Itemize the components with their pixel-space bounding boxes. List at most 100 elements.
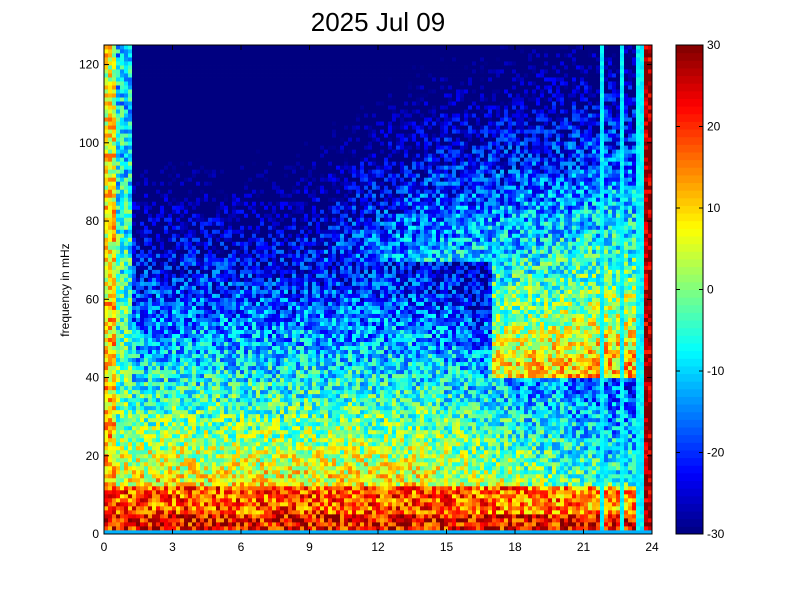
heatmap-cell [204,145,209,150]
heatmap-cell [180,53,185,58]
heatmap-cell [108,413,113,419]
heatmap-cell [128,309,133,314]
heatmap-cell [208,61,213,66]
heatmap-cell [248,245,253,250]
heatmap-cell [128,125,133,130]
heatmap-cell [188,253,193,258]
heatmap-cell [224,269,229,274]
heatmap-cell [144,105,149,110]
heatmap-cell [108,329,113,334]
heatmap-cell [164,457,169,463]
heatmap-cell [172,497,177,503]
heatmap-cell [260,237,265,242]
heatmap-cell [164,49,169,54]
heatmap-cell [244,65,249,70]
heatmap-cell [212,261,217,266]
heatmap-cell [156,233,161,238]
heatmap-cell [208,105,213,110]
heatmap-cell [208,365,213,371]
heatmap-cell [244,393,249,399]
heatmap-cell [216,137,221,142]
heatmap-cell [252,129,257,134]
heatmap-cell [108,377,113,383]
heatmap-cell [216,305,221,310]
heatmap-cell [136,481,141,487]
heatmap-cell [144,373,149,379]
heatmap-cell [152,377,157,383]
heatmap-cell [220,317,225,322]
heatmap-cell [116,501,121,507]
heatmap-cell [152,129,157,134]
heatmap-cell [120,245,125,250]
heatmap-cell [204,413,209,419]
heatmap-cell [164,469,169,475]
heatmap-cell [252,69,257,74]
heatmap-cell [208,197,213,202]
heatmap-cell [176,469,181,475]
heatmap-cell [168,441,173,447]
heatmap-cell [228,505,233,511]
heatmap-cell [196,269,201,274]
heatmap-cell [140,253,145,258]
heatmap-cell [168,405,173,411]
heatmap-cell [124,189,129,194]
heatmap-cell [172,209,177,214]
heatmap-cell [256,529,261,535]
heatmap-cell [152,297,157,302]
heatmap-cell [248,109,253,114]
heatmap-cell [156,409,161,415]
heatmap-cell [180,261,185,266]
heatmap-cell [112,233,117,238]
heatmap-cell [200,381,205,387]
heatmap-cell [224,397,229,403]
heatmap-cell [184,61,189,66]
heatmap-cell [192,421,197,427]
heatmap-cell [156,245,161,250]
heatmap-cell [128,421,133,427]
heatmap-cell [144,417,149,423]
heatmap-cell [136,361,141,367]
heatmap-cell [116,117,121,122]
heatmap-cell [232,333,237,338]
heatmap-cell [116,413,121,419]
heatmap-cell [196,393,201,399]
heatmap-cell [244,337,249,343]
heatmap-cell [172,469,177,475]
heatmap-cell [140,181,145,186]
heatmap-cell [160,301,165,306]
heatmap-cell [264,257,269,262]
heatmap-cell [224,341,229,347]
heatmap-cell [256,385,261,391]
heatmap-cell [104,217,109,222]
heatmap-cell [252,361,257,367]
heatmap-cell [128,501,133,507]
heatmap-cell [116,409,121,415]
heatmap-cell [260,45,265,50]
heatmap-cell [104,281,109,286]
heatmap-cell [152,501,157,507]
heatmap-cell [108,333,113,338]
heatmap-cell [144,129,149,134]
heatmap-cell [104,269,109,274]
heatmap-cell [248,289,253,294]
heatmap-cell [156,97,161,102]
heatmap-cell [192,393,197,399]
heatmap-cell [240,521,245,527]
heatmap-cell [232,277,237,282]
heatmap-cell [208,209,213,214]
heatmap-cell [144,173,149,178]
heatmap-cell [200,409,205,415]
heatmap-cell [168,413,173,419]
heatmap-cell [168,381,173,387]
heatmap-cell [180,517,185,523]
heatmap-cell [104,205,109,210]
heatmap-cell [144,153,149,158]
heatmap-cell [176,181,181,186]
heatmap-cell [256,353,261,359]
heatmap-cell [164,313,169,318]
heatmap-cell [196,469,201,475]
heatmap-cell [256,265,261,270]
heatmap-cell [256,93,261,98]
heatmap-cell [136,425,141,431]
heatmap-cell [124,141,129,146]
